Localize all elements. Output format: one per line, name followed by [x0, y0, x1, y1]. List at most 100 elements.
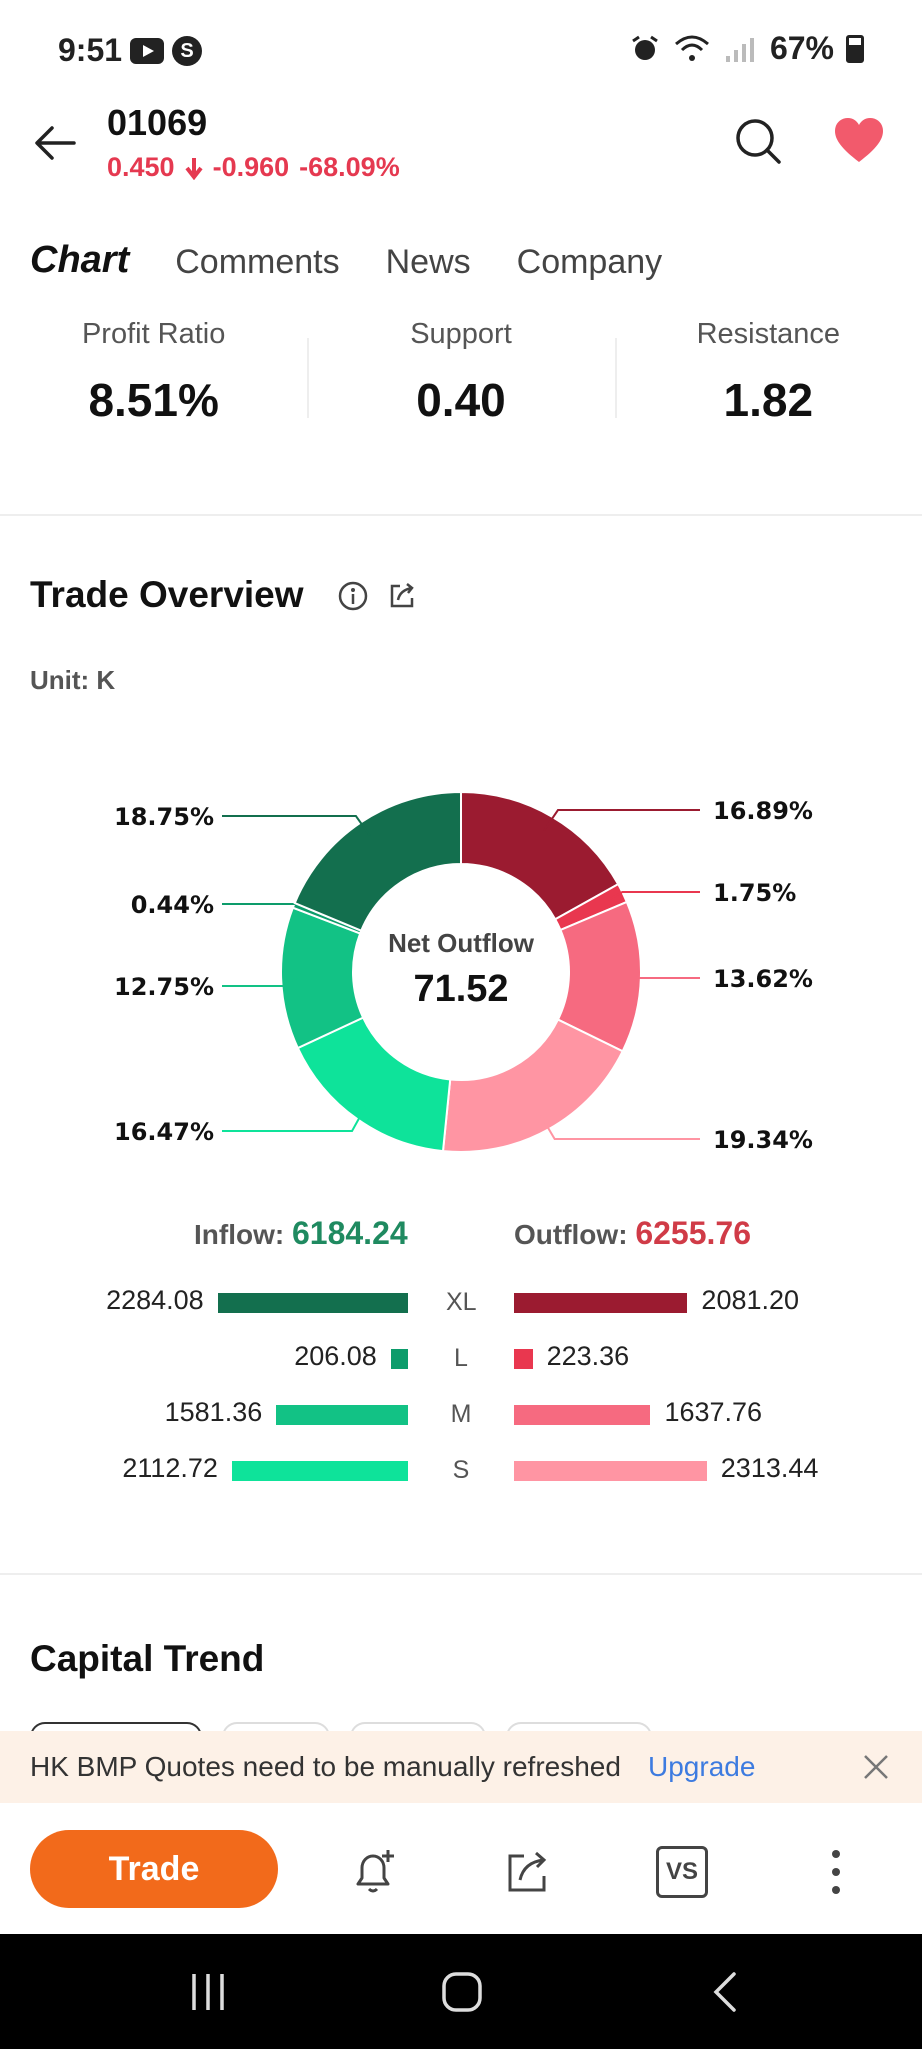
outflow-value: 223.36 [546, 1341, 630, 1371]
banner-text: HK BMP Quotes need to be manually refres… [30, 1751, 621, 1782]
donut-leader-line [222, 815, 371, 837]
inflow-label: Inflow: [194, 1219, 285, 1250]
status-right: 67% [630, 30, 864, 67]
back-icon[interactable] [704, 1970, 748, 2014]
outflow-bar [514, 1293, 688, 1313]
stock-header: 01069 0.450 -0.960 -68.09% [0, 100, 922, 210]
inflow-bar [231, 1461, 408, 1481]
donut-percent-label: 1.75% [713, 879, 796, 907]
alert-bell-icon[interactable] [348, 1846, 400, 1898]
trade-button[interactable]: Trade [30, 1830, 278, 1908]
price-change-percent: -68.09% [299, 152, 400, 182]
inflow-value: 6184.24 [291, 1215, 408, 1251]
last-price: 0.450 [107, 152, 175, 182]
metric-support: Support 0.40 [307, 310, 614, 440]
donut-percent-label: 0.44% [131, 891, 214, 919]
donut-percent-label: 16.89% [713, 797, 813, 825]
metric-label: Resistance [696, 318, 841, 350]
metric-value: 8.51% [88, 374, 219, 426]
inflow-value: 2112.72 [122, 1453, 218, 1483]
metric-label: Support [410, 318, 512, 350]
search-icon[interactable] [732, 115, 784, 167]
inflow-bar [217, 1293, 408, 1313]
ticker-symbol: 01069 [107, 102, 208, 143]
donut-percent-label: 19.34% [713, 1126, 813, 1154]
capital-trend-title: Capital Trend [30, 1638, 265, 1679]
donut-center-label: Net Outflow [388, 928, 534, 958]
outflow-total: Outflow: 6255.76 [514, 1215, 751, 1252]
donut-percent-label: 16.47% [114, 1118, 214, 1146]
metric-label: Profit Ratio [81, 318, 226, 350]
order-size-label: XL [446, 1288, 477, 1316]
outflow-bar [514, 1461, 707, 1481]
status-time: 9:51 [58, 32, 123, 68]
status-bar: 9:51 S 67% [0, 0, 922, 100]
donut-percent-label: 12.75% [114, 973, 214, 1001]
flow-row-l: 206.08 L 223.36 [0, 1339, 922, 1379]
share-icon[interactable] [386, 580, 418, 612]
tab-company[interactable]: Company [516, 243, 663, 281]
more-options-icon[interactable] [810, 1846, 862, 1898]
alarm-icon [632, 35, 658, 60]
upgrade-link[interactable]: Upgrade [648, 1751, 756, 1782]
section-divider [0, 514, 922, 516]
donut-svg: 16.89% 1.75% 13.62% 19.34% 16.47% 12.75% 0.44%… [114, 790, 813, 1154]
flow-row-m: 1581.36 M 1637.76 [0, 1395, 922, 1435]
close-icon[interactable] [860, 1751, 892, 1783]
section-divider [0, 1573, 922, 1575]
donut-leader-line [222, 1105, 367, 1132]
outflow-value: 2313.44 [720, 1453, 819, 1483]
donut-center-value: 71.52 [413, 968, 509, 1010]
outflow-bar [514, 1349, 533, 1369]
info-icon[interactable] [337, 580, 369, 612]
metric-resistance: Resistance 1.82 [614, 310, 922, 440]
home-icon[interactable] [440, 1970, 484, 2014]
donut-leader-line [607, 891, 700, 901]
donut-leader-line [543, 809, 700, 832]
price-change: -0.960 [212, 152, 290, 182]
flow-row-s: 2112.72 S 2313.44 [0, 1451, 922, 1491]
donut-leader-line [222, 976, 298, 987]
donut-slice [293, 790, 462, 932]
order-size-label: L [454, 1344, 468, 1372]
app-s-icon: S [172, 36, 202, 66]
quote-line: 0.450 -0.960 -68.09% [107, 152, 400, 183]
battery-icon [846, 34, 864, 63]
donut-leader-line [539, 1114, 700, 1140]
inflow-value: 206.08 [294, 1341, 377, 1371]
trade-overview-title: Trade Overview [30, 574, 304, 615]
wifi-icon [674, 35, 709, 61]
inflow-total: Inflow: 6184.24 [194, 1215, 408, 1252]
unit-label: Unit: K [30, 665, 116, 695]
metric-profit-ratio: Profit Ratio 8.51% [0, 310, 307, 440]
inflow-bar [390, 1349, 408, 1369]
share-icon[interactable] [502, 1846, 554, 1898]
youtube-icon [130, 38, 164, 64]
signal-icon [725, 37, 754, 62]
recent-apps-icon[interactable] [186, 1970, 230, 2014]
outflow-value: 1637.76 [664, 1397, 763, 1427]
inflow-value: 1581.36 [164, 1397, 263, 1427]
donut-percent-label: 18.75% [114, 803, 214, 831]
back-arrow-icon[interactable] [30, 118, 80, 168]
battery-percent: 67% [769, 30, 834, 66]
tab-news[interactable]: News [385, 243, 471, 281]
order-size-label: S [452, 1456, 470, 1484]
tab-comments[interactable]: Comments [175, 243, 340, 281]
favorite-heart-icon[interactable] [832, 114, 886, 168]
down-arrow-icon [184, 157, 203, 180]
refresh-banner: HK BMP Quotes need to be manually refres… [0, 1731, 922, 1803]
outflow-label: Outflow: [514, 1219, 628, 1250]
metric-value: 1.82 [723, 374, 814, 426]
donut-percent-label: 13.62% [713, 965, 813, 993]
metric-value: 0.40 [416, 374, 506, 426]
flow-row-xl: 2284.08 XL 2081.20 [0, 1283, 922, 1323]
bottom-action-bar: Trade VS [0, 1804, 922, 1934]
trade-donut-chart: 16.89% 1.75% 13.62% 19.34% 16.47% 12.75% 0.44%… [0, 740, 922, 1180]
donut-slice [441, 1018, 624, 1153]
compare-vs-icon[interactable]: VS [656, 1846, 708, 1898]
donut-leader-line [624, 975, 700, 979]
inflow-bar [276, 1405, 408, 1425]
system-navigation-bar [0, 1934, 922, 2049]
tab-chart[interactable]: Chart [25, 239, 129, 290]
